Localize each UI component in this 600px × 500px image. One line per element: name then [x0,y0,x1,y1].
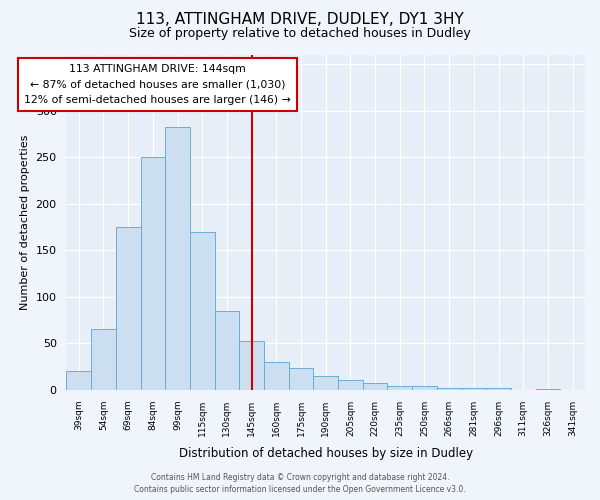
Bar [165,126,190,390]
Bar [140,158,165,390]
Y-axis label: Number of detached properties: Number of detached properties [20,134,30,310]
Bar [289,368,313,390]
Text: 113, ATTINGHAM DRIVE, DUDLEY, DY1 3HY: 113, ATTINGHAM DRIVE, DUDLEY, DY1 3HY [136,12,464,28]
Bar [363,384,388,390]
Text: Size of property relative to detached houses in Dudley: Size of property relative to detached ho… [129,28,471,40]
Text: Contains HM Land Registry data © Crown copyright and database right 2024.
Contai: Contains HM Land Registry data © Crown c… [134,472,466,494]
Bar [116,227,140,390]
Bar [412,386,437,390]
Bar [91,330,116,390]
Bar [215,310,239,390]
Bar [338,380,363,390]
Bar [239,342,264,390]
Bar [437,388,461,390]
Bar [67,371,91,390]
Bar [190,232,215,390]
Bar [536,389,560,390]
Bar [461,388,486,390]
Bar [313,376,338,390]
Text: 113 ATTINGHAM DRIVE: 144sqm
← 87% of detached houses are smaller (1,030)
12% of : 113 ATTINGHAM DRIVE: 144sqm ← 87% of det… [25,64,291,106]
Bar [388,386,412,390]
Bar [486,388,511,390]
Bar [264,362,289,390]
X-axis label: Distribution of detached houses by size in Dudley: Distribution of detached houses by size … [179,447,473,460]
